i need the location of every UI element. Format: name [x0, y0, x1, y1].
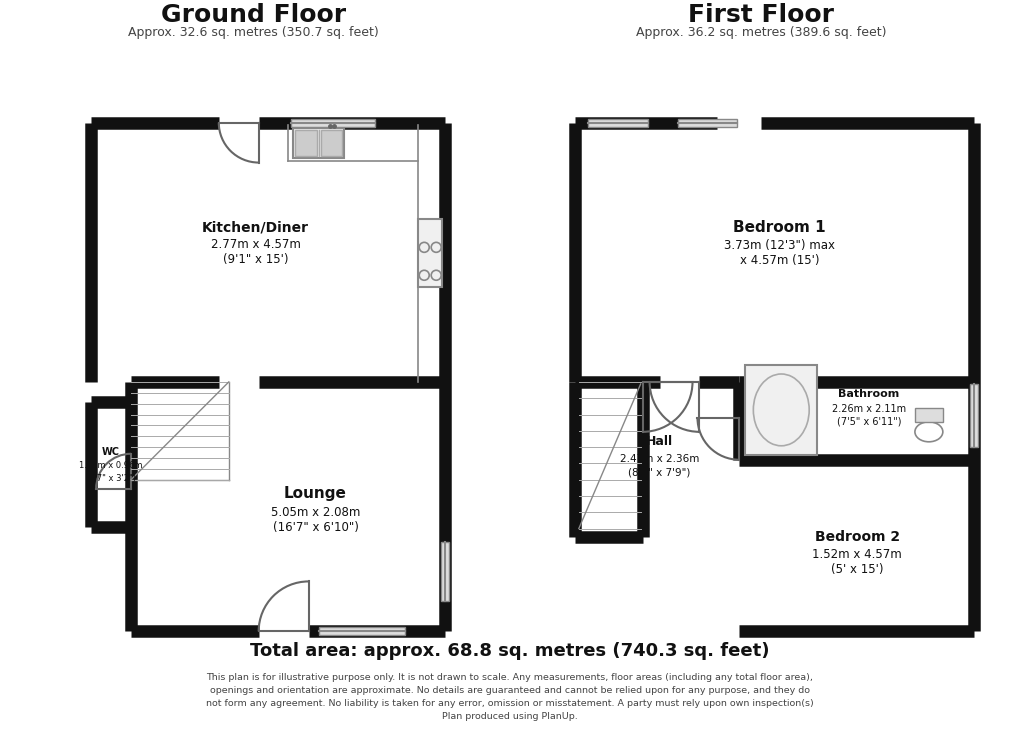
Bar [745, 365, 816, 455]
Text: Bathroom: Bathroom [838, 389, 899, 399]
Text: (8'1" x 7'9"): (8'1" x 7'9") [628, 468, 690, 478]
Text: (5' x 15'): (5' x 15') [830, 563, 882, 576]
Text: (9'1" x 15'): (9'1" x 15') [223, 253, 288, 266]
Bar [292, 127, 344, 158]
Text: First Floor: First Floor [688, 3, 834, 27]
Text: Total area: approx. 68.8 sq. metres (740.3 sq. feet): Total area: approx. 68.8 sq. metres (740… [250, 642, 769, 660]
Text: Bedroom 1: Bedroom 1 [733, 220, 824, 235]
Text: Approx. 32.6 sq. metres (350.7 sq. feet): Approx. 32.6 sq. metres (350.7 sq. feet) [128, 27, 379, 39]
Text: 2.77m x 4.57m: 2.77m x 4.57m [211, 238, 301, 251]
Text: 3.73m (12'3") max: 3.73m (12'3") max [723, 239, 834, 252]
Text: Kitchen/Diner: Kitchen/Diner [202, 220, 309, 234]
Text: (7'5" x 6'11"): (7'5" x 6'11") [836, 417, 901, 427]
Bar [290, 119, 375, 127]
Bar [320, 130, 342, 156]
Bar [914, 408, 942, 422]
Bar [587, 119, 647, 127]
Bar [441, 542, 448, 602]
Text: 1.70m x 0.96m: 1.70m x 0.96m [79, 461, 143, 471]
Text: 1.52m x 4.57m: 1.52m x 4.57m [811, 548, 901, 561]
Text: Lounge: Lounge [284, 486, 346, 501]
Text: (5'7" x 3'2"): (5'7" x 3'2") [86, 474, 136, 483]
Bar [969, 384, 977, 447]
Bar [294, 130, 316, 156]
Bar [318, 628, 405, 635]
Text: Approx. 36.2 sq. metres (389.6 sq. feet): Approx. 36.2 sq. metres (389.6 sq. feet) [636, 27, 886, 39]
Text: (16'7" x 6'10"): (16'7" x 6'10") [272, 521, 358, 534]
Text: Ground Floor: Ground Floor [161, 3, 345, 27]
Text: Bedroom 2: Bedroom 2 [814, 530, 899, 544]
Text: 2.47m x 2.36m: 2.47m x 2.36m [620, 453, 699, 464]
Bar [677, 119, 737, 127]
Text: WC: WC [102, 447, 120, 456]
Text: 2.26m x 2.11m: 2.26m x 2.11m [832, 404, 905, 414]
Text: This plan is for illustrative purpose only. It is not drawn to scale. Any measur: This plan is for illustrative purpose on… [206, 673, 813, 722]
Text: 5.05m x 2.08m: 5.05m x 2.08m [271, 506, 360, 519]
Text: x 4.57m (15'): x 4.57m (15') [739, 254, 818, 267]
Text: Hall: Hall [645, 435, 673, 448]
Bar [418, 219, 442, 288]
